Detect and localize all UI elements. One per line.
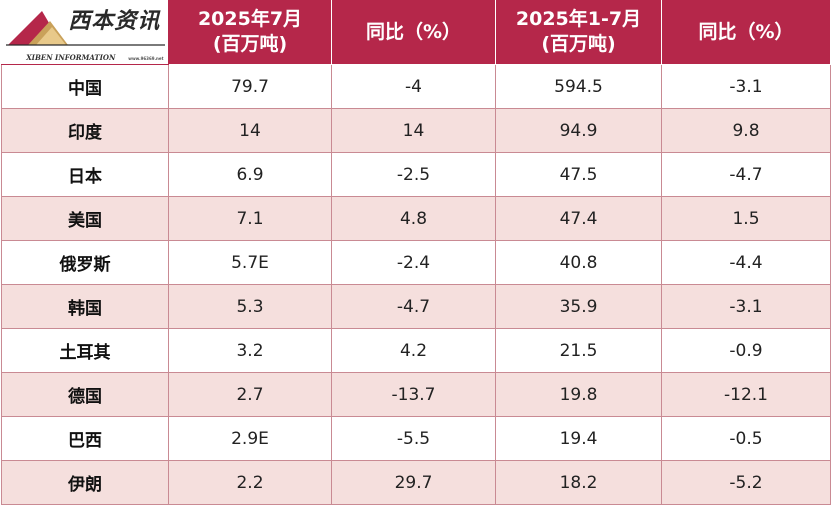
ytd-yoy-cell: -3.1: [661, 64, 831, 109]
logo-chinese-text: 西本资讯: [68, 8, 161, 34]
country-cell: 美国: [1, 196, 169, 241]
table-row: 德国 2.7 -13.7 19.8 -12.1: [1, 372, 831, 417]
ytd-yoy-cell: -4.7: [661, 152, 831, 197]
header-jul-yoy-label: 同比（%）: [365, 20, 462, 43]
ytd-output-cell: 21.5: [495, 328, 662, 373]
jul-yoy-cell: -13.7: [331, 372, 496, 417]
header-jul-output-line2: (百万吨): [212, 33, 288, 55]
header-jul-output-line1: 2025年7月: [197, 8, 303, 30]
logo-cell: 西本资讯 XIBEN INFORMATION www.96369.net: [1, 0, 169, 65]
country-cell: 日本: [1, 152, 169, 197]
header-row: 西本资讯 XIBEN INFORMATION www.96369.net 202…: [1, 0, 831, 65]
ytd-yoy-cell: -0.5: [661, 416, 831, 461]
header-jul-yoy: 同比（%）: [331, 0, 496, 65]
jul-yoy-cell: -2.4: [331, 240, 496, 285]
jul-output-cell: 79.7: [168, 64, 332, 109]
jul-yoy-cell: 14: [331, 108, 496, 153]
table-row: 美国 7.1 4.8 47.4 1.5: [1, 196, 831, 241]
ytd-output-cell: 594.5: [495, 64, 662, 109]
table-row: 巴西 2.9E -5.5 19.4 -0.5: [1, 416, 831, 461]
table-row: 印度 14 14 94.9 9.8: [1, 108, 831, 153]
jul-output-cell: 5.7E: [168, 240, 332, 285]
jul-output-cell: 14: [168, 108, 332, 153]
ytd-output-cell: 19.4: [495, 416, 662, 461]
ytd-output-cell: 18.2: [495, 460, 662, 505]
jul-yoy-cell: -5.5: [331, 416, 496, 461]
jul-output-cell: 2.2: [168, 460, 332, 505]
ytd-yoy-cell: 1.5: [661, 196, 831, 241]
header-ytd-output-line2: (百万吨): [541, 33, 616, 55]
ytd-yoy-cell: -4.4: [661, 240, 831, 285]
country-cell: 土耳其: [1, 328, 169, 373]
ytd-output-cell: 35.9: [495, 284, 662, 329]
country-cell: 韩国: [1, 284, 169, 329]
header-ytd-yoy: 同比（%）: [661, 0, 831, 65]
jul-output-cell: 3.2: [168, 328, 332, 373]
jul-yoy-cell: -4: [331, 64, 496, 109]
ytd-output-cell: 94.9: [495, 108, 662, 153]
header-ytd-output-line1: 2025年1-7月: [515, 8, 642, 30]
country-cell: 德国: [1, 372, 169, 417]
header-ytd-yoy-label: 同比（%）: [698, 20, 794, 43]
ytd-yoy-cell: -3.1: [661, 284, 831, 329]
logo-url-text: www.96369.net: [128, 56, 164, 61]
country-cell: 印度: [1, 108, 169, 153]
ytd-yoy-cell: -5.2: [661, 460, 831, 505]
table-row: 俄罗斯 5.7E -2.4 40.8 -4.4: [1, 240, 831, 285]
header-jul-output: 2025年7月 (百万吨): [168, 0, 332, 65]
jul-output-cell: 5.3: [168, 284, 332, 329]
jul-yoy-cell: -2.5: [331, 152, 496, 197]
xiben-logo: 西本资讯 XIBEN INFORMATION www.96369.net: [2, 1, 167, 63]
jul-yoy-cell: 4.8: [331, 196, 496, 241]
jul-output-cell: 6.9: [168, 152, 332, 197]
ytd-output-cell: 40.8: [495, 240, 662, 285]
ytd-output-cell: 47.5: [495, 152, 662, 197]
jul-yoy-cell: 29.7: [331, 460, 496, 505]
country-cell: 俄罗斯: [1, 240, 169, 285]
ytd-output-cell: 19.8: [495, 372, 662, 417]
ytd-yoy-cell: -12.1: [661, 372, 831, 417]
table-row: 日本 6.9 -2.5 47.5 -4.7: [1, 152, 831, 197]
ytd-yoy-cell: 9.8: [661, 108, 831, 153]
table-row: 伊朗 2.2 29.7 18.2 -5.2: [1, 460, 831, 505]
country-cell: 巴西: [1, 416, 169, 461]
jul-output-cell: 7.1: [168, 196, 332, 241]
country-cell: 伊朗: [1, 460, 169, 505]
mountain-logo-icon: [6, 11, 166, 46]
ytd-output-cell: 47.4: [495, 196, 662, 241]
table-row: 中国 79.7 -4 594.5 -3.1: [1, 64, 831, 109]
jul-output-cell: 2.9E: [168, 416, 332, 461]
country-cell: 中国: [1, 64, 169, 109]
table-row: 韩国 5.3 -4.7 35.9 -3.1: [1, 284, 831, 329]
ytd-yoy-cell: -0.9: [661, 328, 831, 373]
header-ytd-output: 2025年1-7月 (百万吨): [495, 0, 662, 65]
jul-output-cell: 2.7: [168, 372, 332, 417]
jul-yoy-cell: 4.2: [331, 328, 496, 373]
logo-english-text: XIBEN INFORMATION: [26, 53, 116, 62]
table-row: 土耳其 3.2 4.2 21.5 -0.9: [1, 328, 831, 373]
jul-yoy-cell: -4.7: [331, 284, 496, 329]
